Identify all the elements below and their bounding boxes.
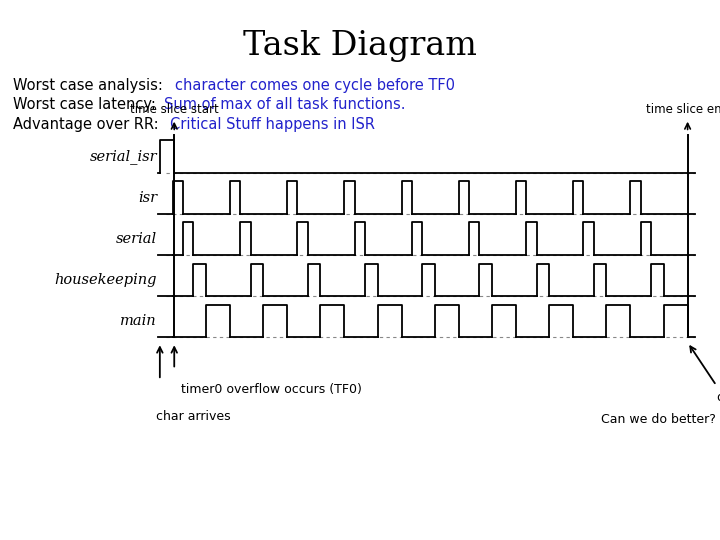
Text: time slice start: time slice start	[130, 103, 219, 116]
Text: Worst case analysis:: Worst case analysis:	[13, 78, 168, 93]
Text: time slice end: time slice end	[646, 103, 720, 116]
Text: Advantage over RR:: Advantage over RR:	[13, 117, 168, 132]
Text: character comes one cycle before TF0: character comes one cycle before TF0	[175, 78, 455, 93]
Text: Can we do better?: Can we do better?	[601, 413, 716, 426]
Text: serial: serial	[116, 232, 157, 246]
Text: housekeeping: housekeeping	[55, 273, 157, 287]
Text: serial_isr: serial_isr	[89, 149, 157, 164]
Text: Worst case latency:: Worst case latency:	[13, 97, 161, 112]
Text: Task Diagram: Task Diagram	[243, 30, 477, 62]
Text: timer0 overflow occurs (TF0): timer0 overflow occurs (TF0)	[181, 383, 362, 396]
Text: char arrives: char arrives	[156, 410, 231, 423]
Text: deadline: deadline	[716, 391, 720, 404]
Text: main: main	[120, 314, 157, 328]
Text: isr: isr	[138, 191, 157, 205]
Text: Critical Stuff happens in ISR: Critical Stuff happens in ISR	[170, 117, 375, 132]
Text: Sum of max of all task functions.: Sum of max of all task functions.	[164, 97, 405, 112]
